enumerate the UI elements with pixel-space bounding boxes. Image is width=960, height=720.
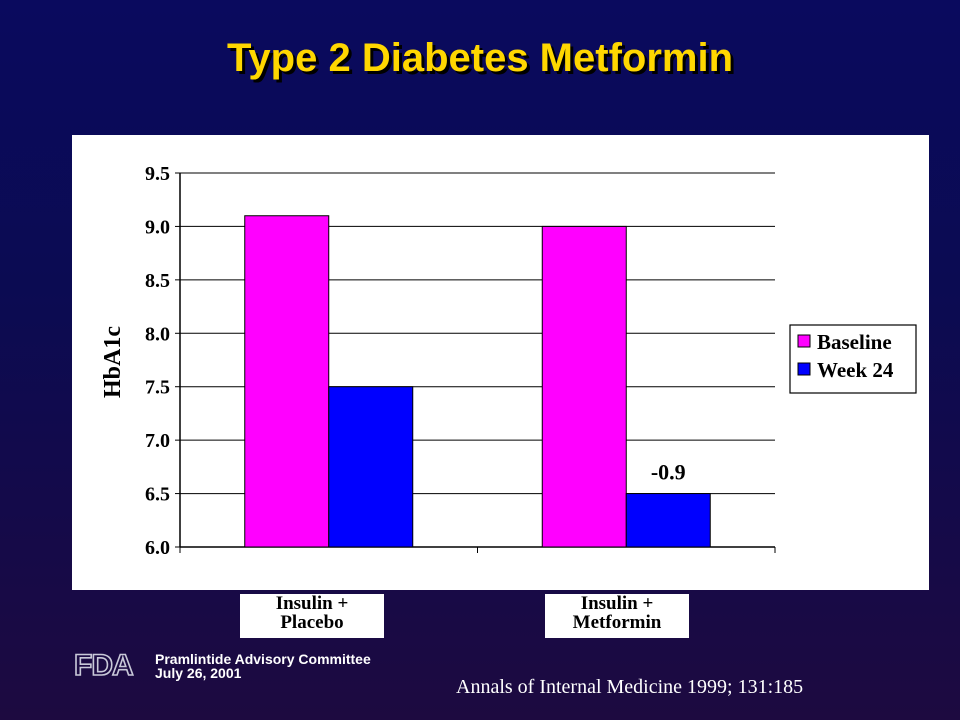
bar-baseline xyxy=(541,225,627,548)
slide-title: Type 2 Diabetes Metformin xyxy=(226,36,734,80)
footer-line-2: July 26, 2001 xyxy=(155,665,242,681)
legend-swatch-week24 xyxy=(797,362,811,376)
y-tick-label: 7.0 xyxy=(145,430,170,452)
y-tick-label: 9.5 xyxy=(145,163,170,185)
footer-committee: Pramlintide Advisory Committee July 26, … xyxy=(155,652,371,680)
legend-swatch-baseline xyxy=(797,334,811,348)
category-label-metformin-line1: Insulin + xyxy=(580,593,654,614)
legend-box xyxy=(789,324,917,394)
y-tick-label: 7.5 xyxy=(145,377,170,399)
chart-panel: 6.0 6.5 7.0 7.5 8.0 8.5 9.0 9.5 -0.9 HbA1c Baselin… xyxy=(72,135,929,590)
y-tick-label: 8.5 xyxy=(145,270,170,292)
category-label-placebo: Insulin + Placebo xyxy=(240,594,384,638)
citation: Annals of Internal Medicine 1999; 131:18… xyxy=(456,676,804,698)
y-tick-label: 9.0 xyxy=(145,216,170,238)
data-annotation: -0.9 xyxy=(651,460,686,485)
hba1c-bar-chart: 6.0 6.5 7.0 7.5 8.0 8.5 9.0 9.5 -0.9 HbA1c Baselin… xyxy=(100,163,917,559)
fda-logo: FDA xyxy=(73,648,135,680)
y-tick-label: 6.0 xyxy=(145,537,170,559)
footer-line-1: Pramlintide Advisory Committee xyxy=(155,651,371,667)
category-label-placebo-line1: Insulin + xyxy=(275,593,349,614)
bar-baseline xyxy=(244,215,330,548)
fda-logo-text: FDA xyxy=(74,649,133,680)
legend-label-week24: Week 24 xyxy=(817,358,894,382)
category-label-metformin-line2: Metformin xyxy=(572,612,662,633)
category-label-metformin: Insulin + Metformin xyxy=(545,594,689,638)
bar-week24 xyxy=(328,386,414,548)
y-tick-label: 6.5 xyxy=(145,484,170,506)
category-label-placebo-line2: Placebo xyxy=(280,612,344,633)
bar-week24 xyxy=(625,493,711,548)
y-axis-label: HbA1c xyxy=(100,326,126,398)
legend-label-baseline: Baseline xyxy=(817,330,892,354)
y-tick-label: 8.0 xyxy=(145,323,170,345)
